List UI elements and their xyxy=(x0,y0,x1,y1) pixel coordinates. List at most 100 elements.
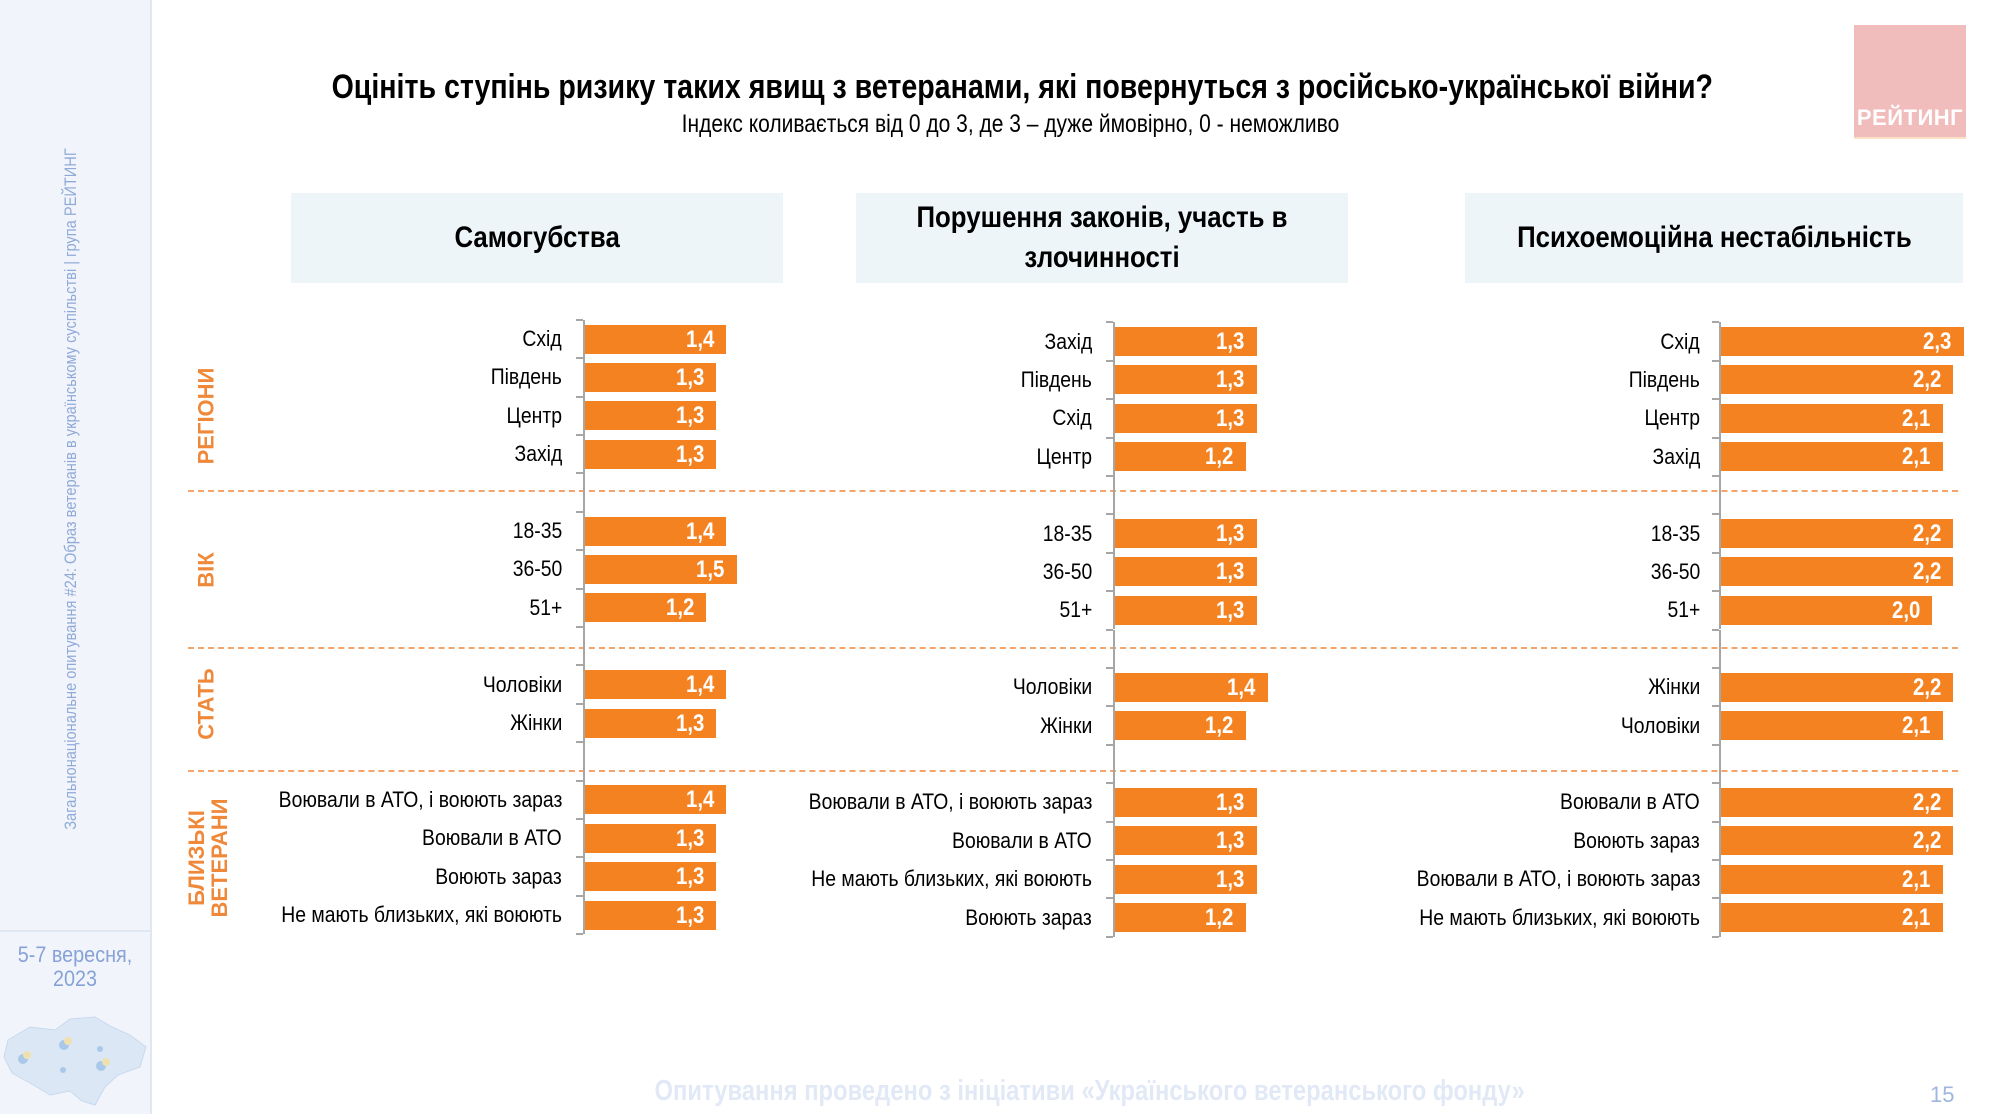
axis-tick xyxy=(1106,935,1113,938)
bar-value-label: 1,2 xyxy=(1200,442,1233,472)
category-axis xyxy=(1113,783,1115,937)
bar-value-label: 1,3 xyxy=(1211,788,1244,818)
axis-tick xyxy=(1712,513,1719,516)
bar-value-text: 2,2 xyxy=(1912,520,1942,547)
category-label: Воюють зараз xyxy=(1280,822,1700,860)
bar-value-label: 1,3 xyxy=(671,709,704,739)
category-label-text: Не мають близьких, які воюють xyxy=(811,866,1092,892)
panel-title: Психоемоційна нестабільність xyxy=(1516,221,1912,254)
bar: 1,4 xyxy=(585,670,727,700)
axis-tick xyxy=(1712,743,1719,746)
category-label: Чоловіки xyxy=(672,668,1092,706)
bar: 2,1 xyxy=(1721,903,1943,932)
category-label: Південь xyxy=(142,358,562,396)
bar: 1,3 xyxy=(1115,864,1257,895)
bar-value-label: 2,1 xyxy=(1897,903,1930,933)
category-label: Жінки xyxy=(672,707,1092,745)
category-label-text: Схід xyxy=(1660,328,1700,354)
bar-value-label: 2,2 xyxy=(1908,519,1941,549)
bar-value-text: 1,3 xyxy=(1216,558,1245,586)
bar-value-label: 1,3 xyxy=(671,901,704,931)
axis-tick xyxy=(576,779,583,782)
axis-tick xyxy=(1106,897,1113,900)
category-axis xyxy=(1719,744,1721,784)
bar: 1,3 xyxy=(1115,327,1257,356)
panel-header-crime: Порушення законів, участь в злочинності xyxy=(856,193,1348,283)
axis-tick xyxy=(576,856,583,859)
bar-value-text: 1,3 xyxy=(675,363,705,391)
group-separator xyxy=(188,770,1958,772)
category-axis xyxy=(1719,322,1721,476)
bar: 2,2 xyxy=(1721,557,1954,587)
category-axis xyxy=(583,742,585,781)
axis-tick xyxy=(1712,897,1719,900)
category-label-text: Чоловіки xyxy=(1012,674,1092,700)
axis-tick xyxy=(1712,436,1719,439)
category-label-text: Воюють зараз xyxy=(435,863,562,889)
axis-tick xyxy=(576,549,583,552)
category-axis xyxy=(1719,783,1721,937)
bar-value-text: 2,2 xyxy=(1912,366,1942,394)
bar-value-text: 1,2 xyxy=(665,594,695,622)
category-label: Захід xyxy=(672,323,1092,361)
category-label: Схід xyxy=(672,399,1092,437)
axis-tick xyxy=(1106,782,1113,785)
bar-value-label: 1,3 xyxy=(1211,365,1244,395)
axis-tick xyxy=(1712,935,1719,938)
category-label: Схід xyxy=(1280,323,1700,361)
axis-tick xyxy=(576,664,583,667)
category-label-text: Воюють зараз xyxy=(965,904,1092,930)
category-axis xyxy=(1113,475,1115,515)
bar-value-text: 2,1 xyxy=(1902,404,1931,432)
axis-tick xyxy=(576,626,583,628)
bar-value-text: 2,2 xyxy=(1912,827,1942,855)
axis-tick xyxy=(1106,474,1113,477)
bar-value-text: 2,2 xyxy=(1912,673,1942,701)
bar-value-label: 2,3 xyxy=(1918,327,1951,357)
category-label-text: Схід xyxy=(1052,405,1092,431)
category-label: Південь xyxy=(672,361,1092,399)
category-label-text: 51+ xyxy=(1059,597,1092,623)
category-label-text: 36-50 xyxy=(1650,558,1700,584)
bar-value-label: 2,2 xyxy=(1908,557,1941,587)
category-label-text: Південь xyxy=(1020,366,1092,392)
bar: 1,2 xyxy=(1115,903,1246,932)
bar-value-text: 1,3 xyxy=(675,709,705,737)
axis-tick xyxy=(1106,398,1113,401)
category-label: Не мають близьких, які воюють xyxy=(142,896,562,934)
bar-value-text: 2,2 xyxy=(1912,788,1942,816)
bar: 2,2 xyxy=(1721,672,1954,703)
category-label-text: Воюють зараз xyxy=(1573,827,1700,853)
survey-date-line2: 2023 xyxy=(52,966,98,991)
category-label: 36-50 xyxy=(142,550,562,588)
axis-tick xyxy=(1712,782,1719,785)
category-axis xyxy=(583,665,585,743)
category-label: Центр xyxy=(142,397,562,435)
axis-tick xyxy=(576,702,583,705)
bar-value-text: 1,3 xyxy=(1216,827,1245,855)
axis-tick xyxy=(1106,359,1113,362)
category-label-text: 36-50 xyxy=(512,556,562,582)
category-label-text: Воювали в АТО, і воюють зараз xyxy=(278,786,562,812)
category-label-text: Захід xyxy=(1652,443,1700,469)
bar-value-text: 1,3 xyxy=(1216,865,1245,893)
bar-value-label: 1,3 xyxy=(1211,865,1244,895)
axis-tick xyxy=(576,933,583,936)
bar-value-text: 1,3 xyxy=(675,440,705,468)
axis-tick xyxy=(1712,705,1719,708)
bar: 2,1 xyxy=(1721,403,1943,433)
bar: 1,5 xyxy=(585,554,737,584)
category-label: Захід xyxy=(142,435,562,473)
category-label-text: Центр xyxy=(1644,405,1700,431)
category-label: Воювали в АТО xyxy=(672,822,1092,860)
bar-value-label: 2,2 xyxy=(1908,673,1941,703)
category-label-text: 51+ xyxy=(529,594,562,620)
bar-value-text: 1,3 xyxy=(1216,328,1245,355)
bar-value-label: 1,3 xyxy=(671,401,704,431)
category-label: 51+ xyxy=(1280,591,1700,629)
bar-value-label: 1,3 xyxy=(1211,596,1244,626)
bar-value-text: 2,1 xyxy=(1902,904,1931,931)
category-label-text: Захід xyxy=(514,441,562,467)
bar: 2,3 xyxy=(1721,327,1964,356)
bar: 1,3 xyxy=(1115,403,1257,433)
